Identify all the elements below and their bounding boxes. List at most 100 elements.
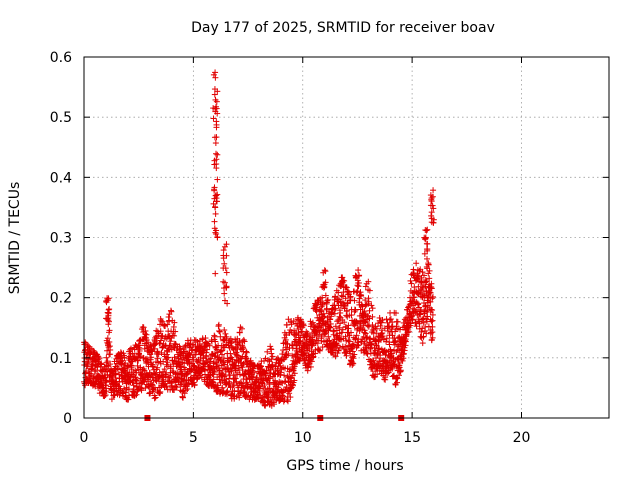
data-point	[264, 348, 271, 355]
data-point	[291, 377, 298, 384]
data-point	[212, 338, 219, 345]
data-point	[117, 358, 124, 365]
data-point	[422, 324, 429, 331]
data-point	[147, 343, 154, 350]
data-point	[343, 284, 350, 291]
y-tick-label: 0.2	[50, 291, 72, 307]
data-point	[171, 332, 178, 339]
data-point	[82, 347, 89, 354]
data-point	[407, 277, 414, 284]
data-point	[112, 370, 119, 377]
data-point	[158, 317, 165, 324]
data-point	[219, 351, 226, 358]
data-point	[212, 140, 219, 147]
data-point	[143, 331, 150, 338]
data-point	[288, 321, 295, 328]
data-point	[96, 355, 103, 362]
data-point	[212, 210, 219, 217]
data-point	[216, 328, 223, 335]
data-point	[408, 280, 415, 287]
data-point	[154, 355, 161, 362]
data-point	[281, 372, 288, 379]
data-point	[282, 351, 289, 358]
data-point	[271, 401, 278, 408]
data-point	[107, 361, 114, 368]
data-point	[366, 307, 373, 314]
data-point	[157, 337, 164, 344]
data-point	[214, 151, 221, 158]
data-point	[212, 74, 219, 81]
y-tick-label: 0.1	[50, 351, 72, 367]
data-point	[152, 394, 159, 401]
data-point	[267, 343, 274, 350]
data-point	[170, 323, 177, 330]
data-point	[145, 339, 152, 346]
data-point	[102, 392, 109, 399]
data-point	[207, 355, 214, 362]
data-point	[151, 395, 158, 402]
data-point	[283, 383, 290, 390]
data-point	[251, 369, 258, 376]
data-point	[82, 382, 89, 389]
data-point	[283, 321, 290, 328]
data-point	[157, 340, 164, 347]
data-point	[178, 368, 185, 375]
data-point	[152, 371, 159, 378]
data-point	[223, 241, 230, 248]
x-tick-label: 15	[403, 430, 421, 446]
data-point	[241, 338, 248, 345]
data-point	[165, 354, 172, 361]
x-tick-label: 5	[189, 430, 198, 446]
data-point	[355, 267, 362, 274]
data-point	[171, 319, 178, 326]
data-point	[149, 381, 156, 388]
data-point	[129, 350, 136, 357]
data-point	[285, 350, 292, 357]
data-point	[357, 289, 364, 296]
data-point	[210, 115, 217, 122]
data-point	[149, 363, 156, 370]
data-point	[104, 358, 111, 365]
data-point	[173, 384, 180, 391]
data-point	[387, 316, 394, 323]
data-point	[219, 384, 226, 391]
data-point	[94, 353, 101, 360]
data-point	[170, 344, 177, 351]
data-point	[233, 362, 240, 369]
data-point	[169, 368, 176, 375]
data-point	[101, 393, 108, 400]
data-point	[151, 345, 158, 352]
data-point	[221, 243, 228, 250]
x-tick-label: 0	[80, 430, 89, 446]
data-point	[279, 380, 286, 387]
data-point	[394, 318, 401, 325]
data-point	[237, 390, 244, 397]
data-point	[181, 390, 188, 397]
data-point	[155, 351, 162, 358]
data-point	[247, 357, 254, 364]
data-point	[153, 335, 160, 342]
data-point	[168, 308, 175, 315]
data-series	[81, 69, 437, 409]
data-point	[238, 325, 245, 332]
data-point	[213, 150, 220, 157]
data-point	[167, 338, 174, 345]
data-point	[215, 321, 222, 328]
data-point	[184, 385, 191, 392]
data-point	[242, 354, 249, 361]
data-point	[261, 382, 268, 389]
data-point	[125, 396, 132, 403]
data-point	[105, 306, 112, 313]
data-point	[239, 382, 246, 389]
data-point	[233, 378, 240, 385]
data-point	[103, 377, 110, 384]
data-point	[229, 338, 236, 345]
data-point	[214, 349, 221, 356]
data-point	[204, 359, 211, 366]
data-point	[192, 337, 199, 344]
data-point	[136, 347, 143, 354]
data-point	[190, 362, 197, 369]
data-point	[212, 270, 219, 277]
data-point	[166, 342, 173, 349]
data-point	[85, 359, 92, 366]
